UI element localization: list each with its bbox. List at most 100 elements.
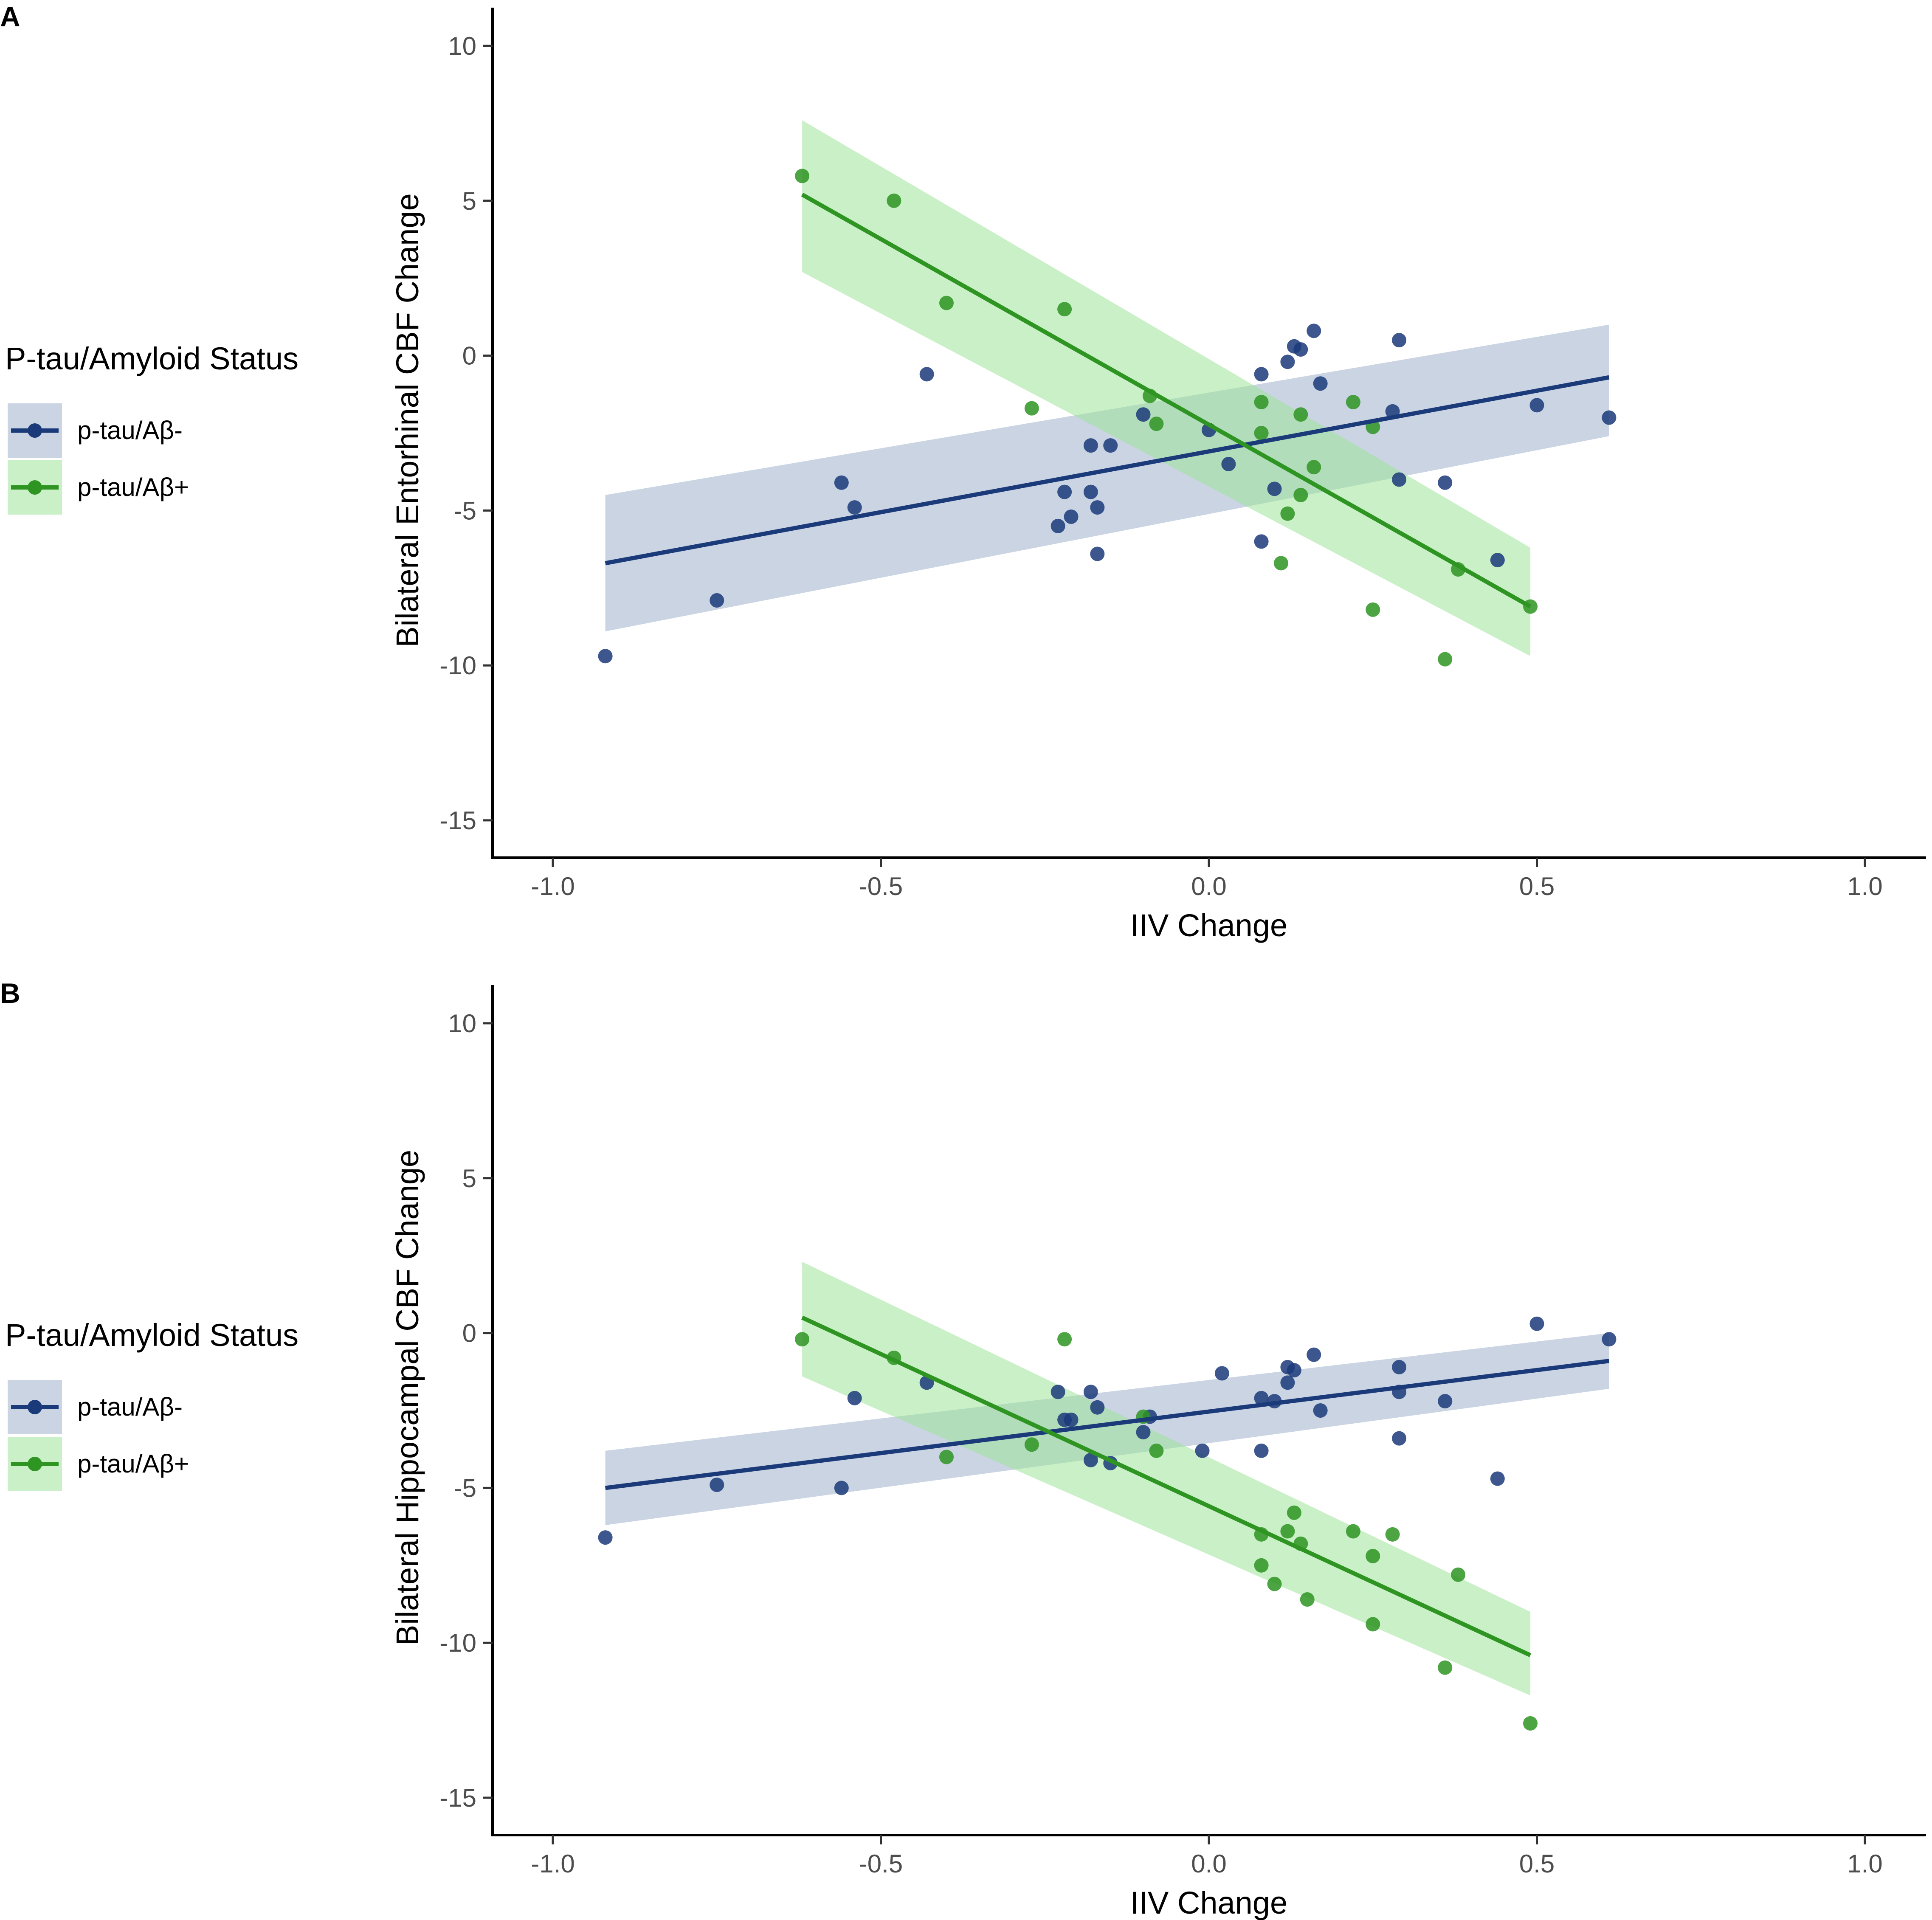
data-point-pos [1346, 395, 1360, 410]
data-point-pos [1293, 487, 1308, 502]
y-tick-label: -5 [454, 1474, 476, 1502]
data-point-neg [1083, 1385, 1098, 1399]
data-point-pos [1523, 1716, 1538, 1731]
x-tick-label: 0.5 [1519, 872, 1555, 901]
data-point-neg [1103, 438, 1118, 453]
data-point-pos [1057, 302, 1072, 317]
data-point-pos [1366, 1548, 1380, 1563]
data-point-neg [1083, 484, 1098, 499]
x-axis-title: IIV Change [1130, 908, 1287, 943]
data-point-neg [1529, 1316, 1544, 1331]
data-point-neg [1057, 484, 1072, 499]
data-point-pos [1307, 460, 1321, 475]
x-tick-label: 1.0 [1847, 1850, 1882, 1878]
data-point-pos [1385, 1527, 1400, 1542]
data-point-neg [710, 593, 724, 608]
data-point-neg [1254, 1391, 1269, 1405]
data-point-neg [710, 1478, 724, 1492]
regression-line-pos [801, 192, 1532, 608]
y-tick-label: 0 [462, 342, 476, 370]
legend-key-point-pos [28, 1457, 42, 1471]
data-point-neg [1307, 1347, 1321, 1362]
data-point-neg [1313, 376, 1328, 391]
legend-label-pos: p-tau/Aβ+ [77, 473, 189, 501]
panel-label: B [0, 977, 20, 1009]
data-point-neg [1267, 481, 1282, 496]
y-tick-label: 5 [462, 187, 476, 215]
data-point-pos [1280, 1524, 1295, 1539]
legend-key-point-neg [28, 1400, 42, 1414]
data-point-neg [834, 1481, 849, 1495]
data-point-neg [1602, 410, 1617, 425]
data-point-neg [1083, 438, 1098, 453]
data-point-pos [1149, 1443, 1164, 1458]
data-point-pos [1280, 506, 1295, 521]
data-point-neg [1490, 1471, 1505, 1486]
data-point-pos [939, 296, 954, 310]
data-point-neg [1083, 1453, 1098, 1467]
data-point-neg [847, 500, 862, 515]
x-tick-label: -0.5 [859, 872, 903, 901]
data-point-neg [1392, 1431, 1407, 1446]
legend-label-neg: p-tau/Aβ- [77, 416, 183, 445]
legend-title: P-tau/Amyloid Status [5, 341, 299, 376]
x-tick-label: -1.0 [531, 872, 575, 901]
data-point-neg [919, 367, 934, 382]
data-point-pos [1267, 1577, 1282, 1591]
data-point-neg [1438, 1394, 1453, 1409]
data-point-pos [1149, 417, 1164, 431]
data-point-pos [887, 193, 901, 208]
data-point-neg [598, 1530, 613, 1545]
x-axis-title: IIV Change [1130, 1885, 1287, 1920]
y-tick-label: -5 [454, 496, 476, 525]
data-point-neg [1136, 407, 1151, 422]
data-point-neg [1090, 546, 1105, 561]
y-tick-label: 10 [448, 1009, 476, 1038]
confidence-band-pos [802, 120, 1531, 656]
data-point-neg [1307, 324, 1321, 338]
data-point-neg [1287, 1363, 1301, 1378]
confidence-band-pos [802, 1261, 1531, 1696]
data-point-pos [1254, 1558, 1269, 1573]
data-point-neg [1392, 472, 1407, 487]
y-axis-title: Bilateral Hippocampal CBF Change [390, 1150, 425, 1646]
regression-line-pos [801, 1315, 1532, 1657]
data-point-pos [1273, 556, 1288, 571]
panel-a: A 10 5 0 -5 -10 -15 -1.0 -0.5 0.0 0.5 1.0 IIV Change… [0, 1, 1926, 943]
data-point-pos [1024, 401, 1039, 416]
y-tick-label: -15 [439, 1784, 476, 1812]
data-point-neg [1214, 1366, 1229, 1381]
data-point-neg [834, 475, 849, 490]
x-tick-label: 1.0 [1847, 872, 1882, 901]
data-point-pos [1293, 407, 1308, 422]
data-point-pos [939, 1450, 954, 1464]
y-axis-title: Bilateral Entorhinal CBF Change [390, 193, 425, 647]
data-point-neg [1280, 1375, 1295, 1390]
data-point-neg [1392, 1360, 1407, 1374]
y-tick-label: -10 [439, 651, 476, 680]
data-point-pos [1438, 652, 1453, 667]
data-point-neg [1050, 518, 1065, 533]
y-tick-label: -10 [439, 1629, 476, 1657]
legend-title: P-tau/Amyloid Status [5, 1318, 299, 1353]
x-tick-label: -0.5 [859, 1850, 903, 1878]
data-point-pos [1438, 1660, 1453, 1675]
x-tick-label: -1.0 [531, 1850, 575, 1878]
y-tick-label: 10 [448, 32, 476, 60]
data-point-neg [1136, 1425, 1151, 1440]
regression-line-neg [605, 375, 1610, 566]
data-point-pos [1300, 1592, 1315, 1607]
data-point-pos [1024, 1437, 1039, 1452]
panel-b: B 10 5 0 -5 -10 -15 -1.0 -0.5 0.0 0.5 1.0 IIV Change… [0, 977, 1926, 1920]
x-tick-label: 0.0 [1191, 1850, 1226, 1878]
legend: P-tau/Amyloid Status p-tau/Aβ-p-tau/Aβ+ [5, 341, 299, 515]
data-point-neg [847, 1391, 862, 1405]
legend-label-neg: p-tau/Aβ- [77, 1393, 183, 1421]
legend: P-tau/Amyloid Status p-tau/Aβ-p-tau/Aβ+ [5, 1318, 299, 1491]
data-point-pos [795, 169, 810, 183]
data-point-neg [1090, 1400, 1105, 1415]
points-pos [795, 1332, 1538, 1731]
points-neg [598, 324, 1617, 664]
data-point-pos [1057, 1332, 1072, 1347]
data-point-neg [1392, 333, 1407, 348]
